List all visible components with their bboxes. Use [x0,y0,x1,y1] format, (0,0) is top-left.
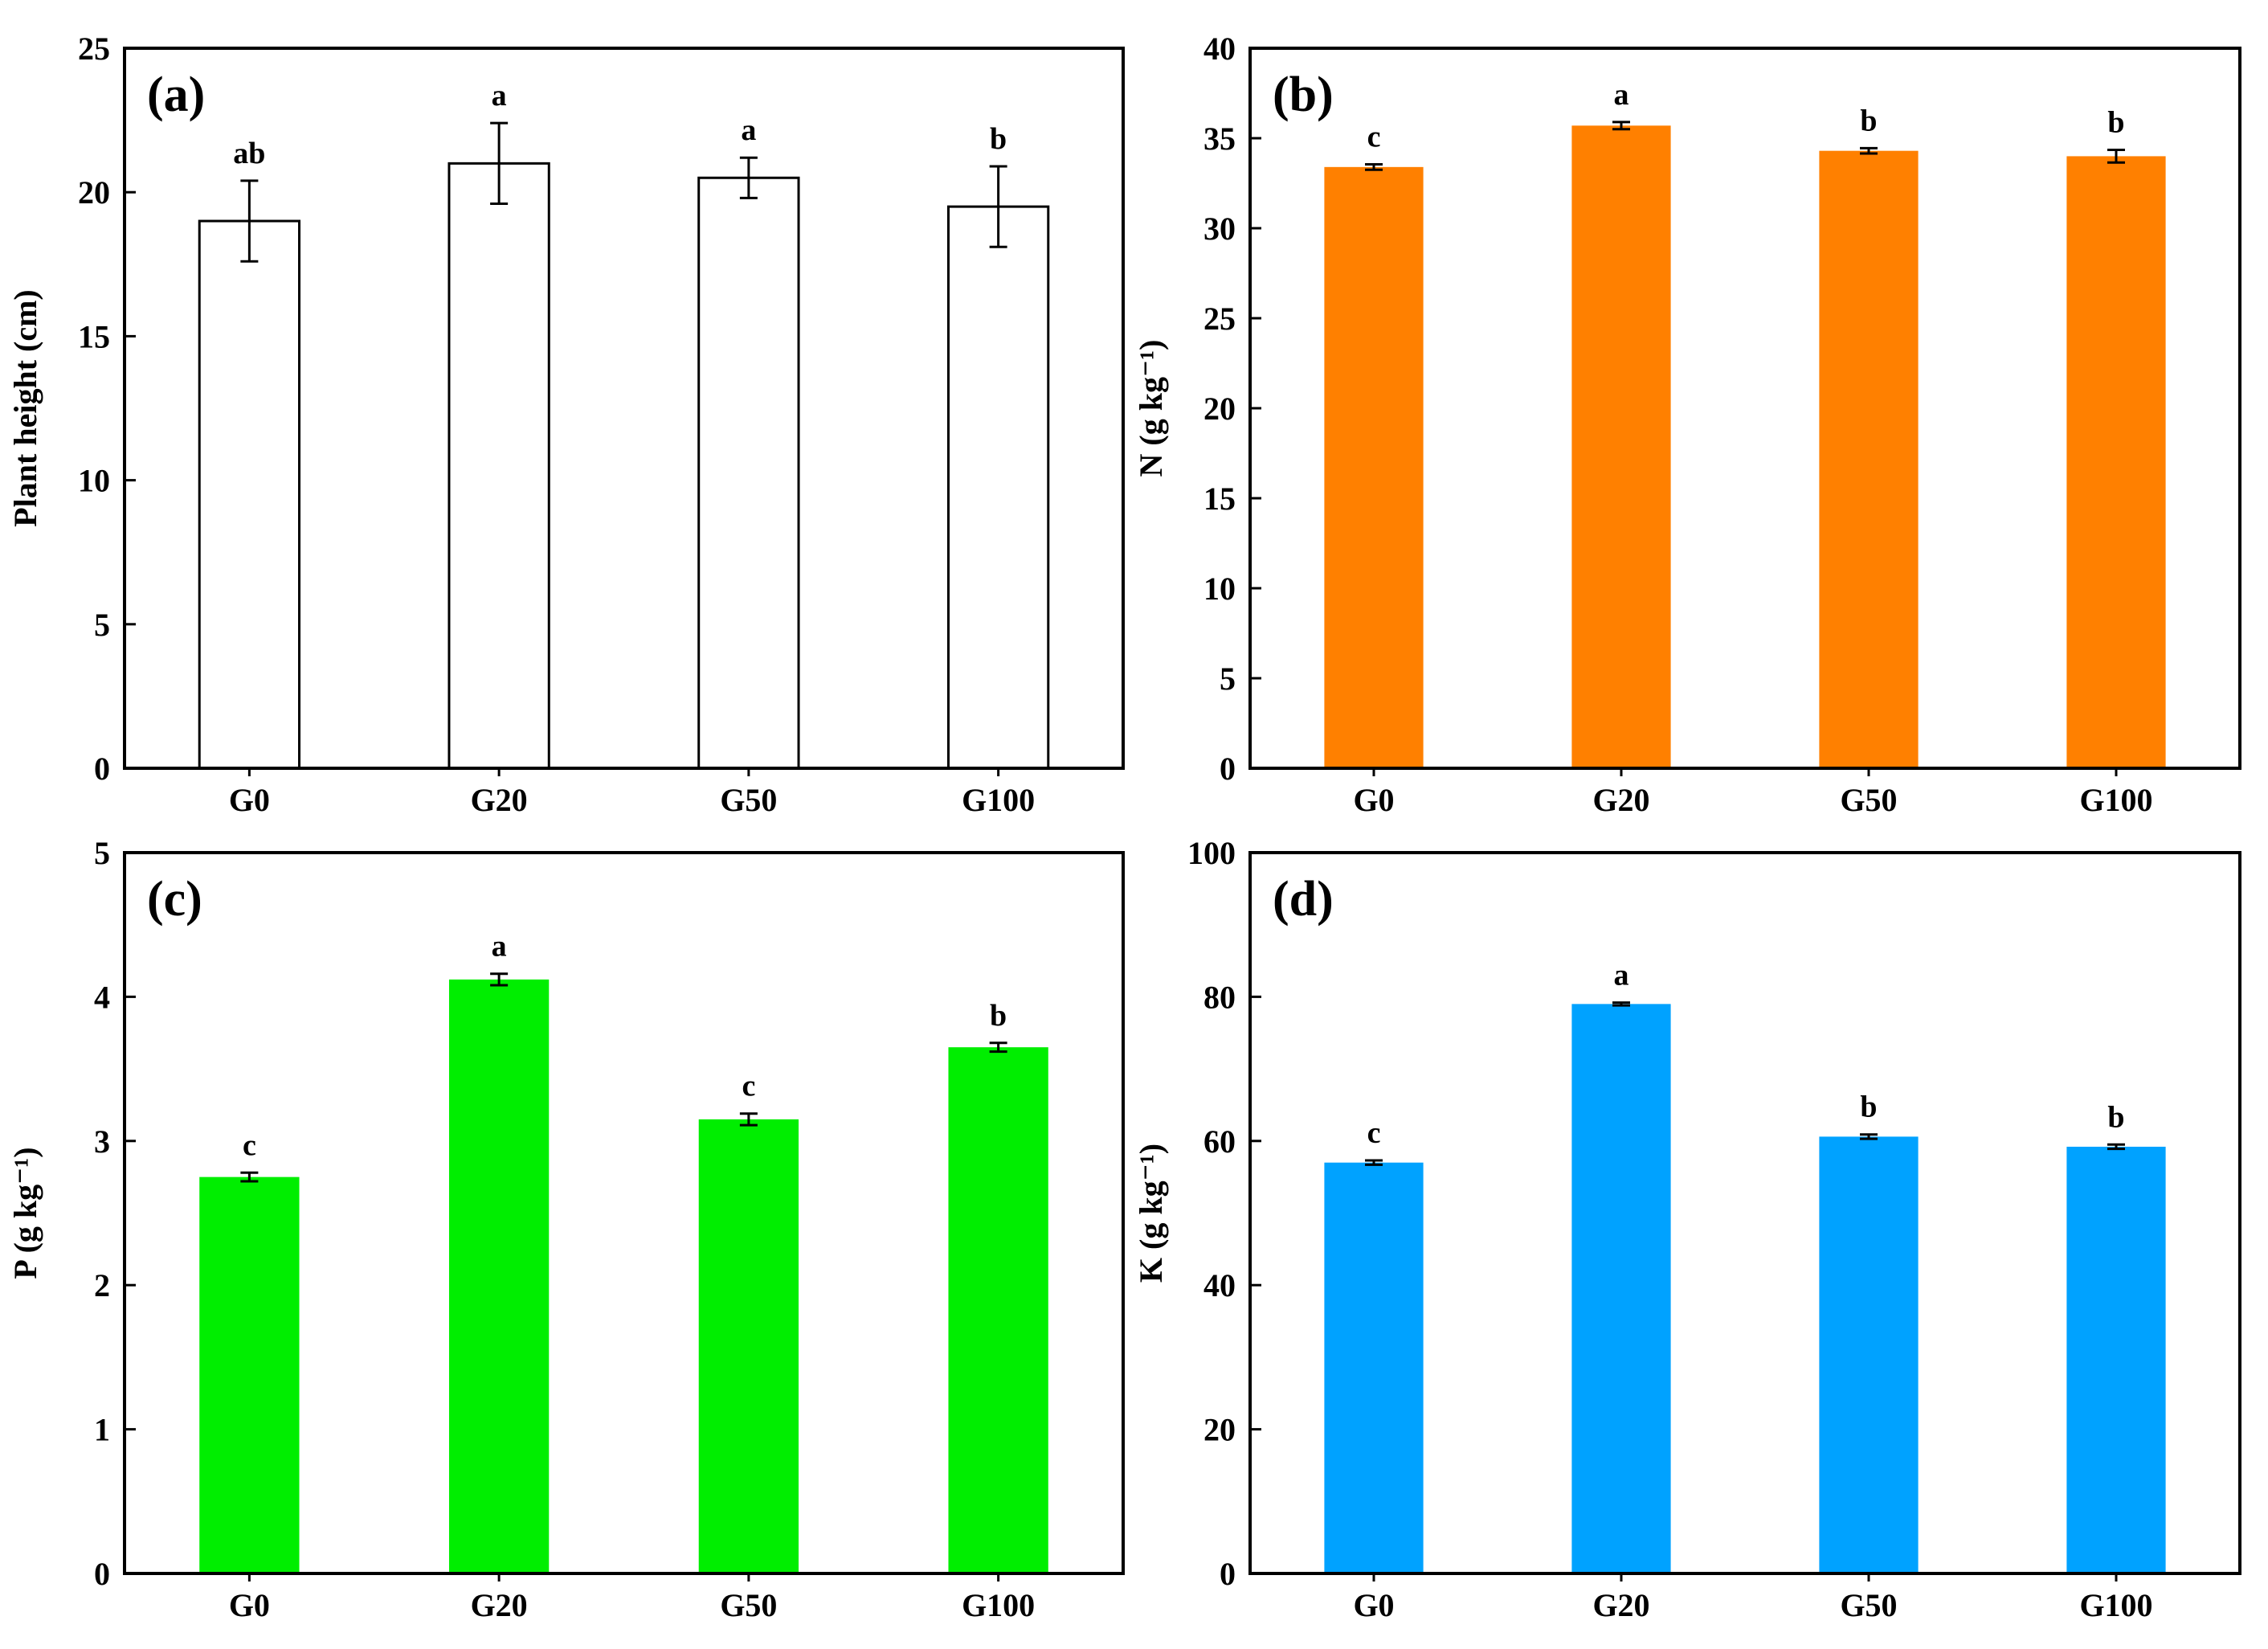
panel-label-c: (c) [147,872,202,927]
significance-letter-b-0: c [1367,120,1381,153]
bar-d-2 [1819,1136,1919,1573]
panel-label-a: (a) [147,68,205,122]
y-tick-label-c-0: 0 [94,1556,110,1592]
y-tick-label-d-4: 80 [1203,979,1236,1015]
y-tick-label-c-4: 4 [94,979,110,1015]
significance-letter-c-0: c [243,1128,256,1162]
x-tick-label-c-0: G0 [229,1587,270,1623]
x-tick-label-d-3: G100 [2079,1587,2152,1623]
bar-c-2 [698,1119,799,1573]
y-tick-label-c-3: 3 [94,1123,110,1160]
x-tick-label-a-0: G0 [229,782,270,818]
bar-a-1 [447,162,550,770]
bar-c-1 [448,979,550,1573]
panel-a: ab G0 a G20 a G50 b G100 0 5 10 15 20 25 (a) Plant heig… [7,31,1125,818]
y-tick-label-b-4: 20 [1203,391,1236,427]
significance-letter-d-1: a [1614,959,1629,992]
y-tick-label-d-3: 60 [1203,1123,1236,1160]
panel-c: c G0 a G20 c G50 b G100 0 1 2 3 4 5 (c) P (g kg⁻¹) [7,835,1125,1623]
y-tick-label-a-1: 5 [94,607,110,643]
y-tick-label-b-6: 30 [1203,211,1236,247]
significance-letter-d-3: b [2107,1100,2124,1134]
y-tick-label-b-0: 0 [1220,751,1236,787]
significance-letter-a-0: ab [233,137,265,170]
y-tick-label-a-3: 15 [78,318,110,354]
y-tick-label-b-1: 5 [1220,661,1236,697]
y-tick-label-a-5: 25 [78,31,110,67]
bar-d-3 [2066,1146,2166,1573]
plot-frame-d [1248,851,2241,1575]
bar-a-0 [198,219,301,770]
y-tick-label-c-1: 1 [94,1412,110,1448]
y-tick-label-c-5: 5 [94,835,110,871]
x-tick-label-d-1: G20 [1592,1587,1649,1623]
x-tick-label-a-3: G100 [962,782,1035,818]
y-axis-title-a: Plant height (cm) [7,289,43,527]
bar-b-3 [2066,156,2166,768]
plot-frame-b [1248,47,2241,770]
bar-d-1 [1571,1004,1671,1573]
bar-a-2 [697,176,800,770]
x-tick-label-c-2: G50 [720,1587,777,1623]
y-axis-title-b: N (g kg⁻¹) [1133,340,1169,477]
y-tick-label-d-0: 0 [1220,1556,1236,1592]
significance-letter-c-3: b [990,999,1007,1033]
bar-b-0 [1324,166,1424,769]
x-tick-label-a-1: G20 [471,782,528,818]
significance-letter-a-3: b [990,122,1007,156]
bar-c-0 [199,1176,300,1573]
significance-letter-a-2: a [741,113,756,147]
x-tick-label-c-3: G100 [962,1587,1035,1623]
significance-letter-d-2: b [1860,1090,1877,1124]
x-tick-label-b-0: G0 [1353,782,1394,818]
y-tick-label-a-0: 0 [94,751,110,787]
y-tick-label-d-5: 100 [1187,835,1236,871]
x-tick-label-d-2: G50 [1840,1587,1897,1623]
bar-b-1 [1571,125,1671,768]
significance-letter-b-3: b [2107,106,2124,140]
panel-label-b: (b) [1273,68,1334,122]
y-tick-label-d-2: 40 [1203,1267,1236,1303]
y-axis-title-d: K (g kg⁻¹) [1133,1144,1169,1283]
y-tick-label-a-2: 10 [78,463,110,499]
y-tick-label-d-1: 20 [1203,1412,1236,1448]
plot-frame-a [123,47,1125,770]
x-tick-label-c-1: G20 [471,1587,528,1623]
x-tick-label-b-1: G20 [1592,782,1649,818]
significance-letter-c-2: c [742,1070,755,1103]
bar-b-2 [1819,150,1919,768]
panel-b: c G0 a G20 b G50 b G100 0 5 10 15 20 25 30 35 40 (b) N (g … [1133,31,2241,818]
significance-letter-a-1: a [492,79,507,113]
bar-a-3 [946,205,1050,770]
significance-letter-b-1: a [1614,78,1629,112]
x-tick-label-d-0: G0 [1353,1587,1394,1623]
y-tick-label-b-7: 35 [1203,121,1236,157]
x-tick-label-b-2: G50 [1840,782,1897,818]
significance-letter-b-2: b [1860,104,1877,137]
plot-frame-c [123,851,1125,1575]
y-tick-label-b-5: 25 [1203,301,1236,337]
significance-letter-d-0: c [1367,1116,1381,1150]
y-axis-title-c: P (g kg⁻¹) [7,1147,43,1279]
x-tick-label-b-3: G100 [2079,782,2152,818]
y-tick-label-b-2: 10 [1203,571,1236,607]
panel-d: c G0 a G20 b G50 b G100 0 20 40 60 80 100 (d) K (g kg⁻¹… [1133,835,2241,1623]
bar-c-3 [948,1047,1048,1573]
y-tick-label-b-8: 40 [1203,31,1236,67]
panel-label-d: (d) [1273,872,1334,927]
x-tick-label-a-2: G50 [720,782,777,818]
bar-d-0 [1324,1162,1424,1573]
y-tick-label-a-4: 20 [78,174,110,211]
significance-letter-c-1: a [492,930,507,964]
y-tick-label-b-3: 15 [1203,481,1236,517]
y-tick-label-c-2: 2 [94,1267,110,1303]
